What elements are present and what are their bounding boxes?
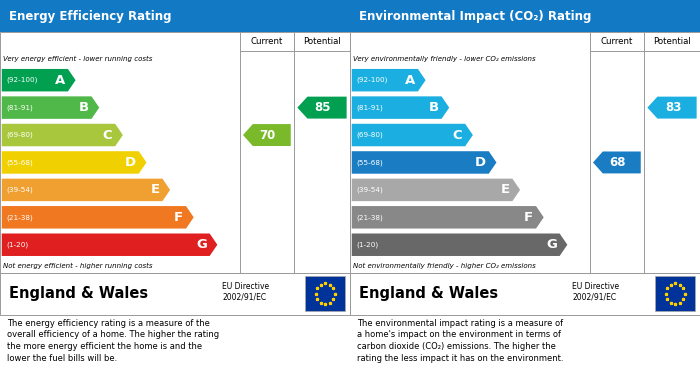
Text: A: A — [405, 74, 415, 87]
Text: D: D — [125, 156, 136, 169]
Text: 83: 83 — [665, 101, 681, 114]
Text: England & Wales: England & Wales — [8, 286, 148, 301]
Polygon shape — [1, 179, 170, 201]
Text: (55-68): (55-68) — [356, 159, 383, 166]
Text: (1-20): (1-20) — [6, 242, 28, 248]
Polygon shape — [1, 96, 99, 119]
Polygon shape — [1, 124, 123, 146]
Text: Current: Current — [251, 37, 283, 46]
Polygon shape — [1, 233, 218, 256]
Text: (39-54): (39-54) — [6, 187, 33, 193]
Text: 85: 85 — [315, 101, 331, 114]
Text: (39-54): (39-54) — [356, 187, 383, 193]
Text: Very environmentally friendly - lower CO₂ emissions: Very environmentally friendly - lower CO… — [353, 56, 536, 62]
Polygon shape — [1, 151, 146, 174]
Text: (81-91): (81-91) — [6, 104, 33, 111]
Polygon shape — [351, 206, 544, 229]
Polygon shape — [351, 96, 449, 119]
Polygon shape — [298, 97, 346, 118]
Polygon shape — [351, 124, 473, 146]
Polygon shape — [351, 151, 496, 174]
Text: G: G — [196, 238, 207, 251]
Text: (55-68): (55-68) — [6, 159, 33, 166]
Text: EU Directive
2002/91/EC: EU Directive 2002/91/EC — [223, 282, 270, 301]
Text: EU Directive
2002/91/EC: EU Directive 2002/91/EC — [573, 282, 620, 301]
Text: (69-80): (69-80) — [6, 132, 33, 138]
Text: Environmental Impact (CO₂) Rating: Environmental Impact (CO₂) Rating — [358, 9, 591, 23]
Polygon shape — [351, 179, 520, 201]
Polygon shape — [351, 69, 426, 91]
Bar — [0, 273, 350, 315]
Text: E: E — [150, 183, 160, 196]
Text: The energy efficiency rating is a measure of the
overall efficiency of a home. T: The energy efficiency rating is a measur… — [7, 319, 219, 363]
Text: Not energy efficient - higher running costs: Not energy efficient - higher running co… — [3, 262, 153, 269]
Text: D: D — [475, 156, 486, 169]
Text: G: G — [546, 238, 557, 251]
Text: C: C — [453, 129, 463, 142]
Text: Current: Current — [601, 37, 633, 46]
Text: The environmental impact rating is a measure of
a home's impact on the environme: The environmental impact rating is a mea… — [357, 319, 564, 363]
Text: B: B — [428, 101, 439, 114]
Text: F: F — [174, 211, 183, 224]
Bar — [305, 276, 346, 311]
Text: (81-91): (81-91) — [356, 104, 383, 111]
Text: E: E — [500, 183, 510, 196]
Text: Potential: Potential — [303, 37, 341, 46]
Bar — [0, 0, 350, 32]
Text: 70: 70 — [260, 129, 276, 142]
Text: (92-100): (92-100) — [356, 77, 387, 83]
Polygon shape — [1, 206, 194, 229]
Polygon shape — [648, 97, 696, 118]
Bar — [655, 276, 696, 311]
Text: A: A — [55, 74, 65, 87]
Bar — [350, 32, 700, 273]
Text: (21-38): (21-38) — [356, 214, 383, 221]
Text: C: C — [103, 129, 112, 142]
Bar — [0, 32, 350, 273]
Polygon shape — [243, 124, 290, 146]
Text: (21-38): (21-38) — [6, 214, 33, 221]
Text: Potential: Potential — [653, 37, 691, 46]
Polygon shape — [593, 151, 640, 174]
Bar — [350, 273, 700, 315]
Polygon shape — [1, 69, 76, 91]
Text: Very energy efficient - lower running costs: Very energy efficient - lower running co… — [3, 56, 152, 62]
Bar — [350, 0, 700, 32]
Text: (69-80): (69-80) — [356, 132, 383, 138]
Text: 68: 68 — [610, 156, 626, 169]
Text: (92-100): (92-100) — [6, 77, 37, 83]
Text: B: B — [78, 101, 89, 114]
Text: F: F — [524, 211, 533, 224]
Polygon shape — [351, 233, 567, 256]
Text: England & Wales: England & Wales — [358, 286, 498, 301]
Text: Not environmentally friendly - higher CO₂ emissions: Not environmentally friendly - higher CO… — [353, 262, 536, 269]
Text: Energy Efficiency Rating: Energy Efficiency Rating — [8, 9, 172, 23]
Text: (1-20): (1-20) — [356, 242, 378, 248]
